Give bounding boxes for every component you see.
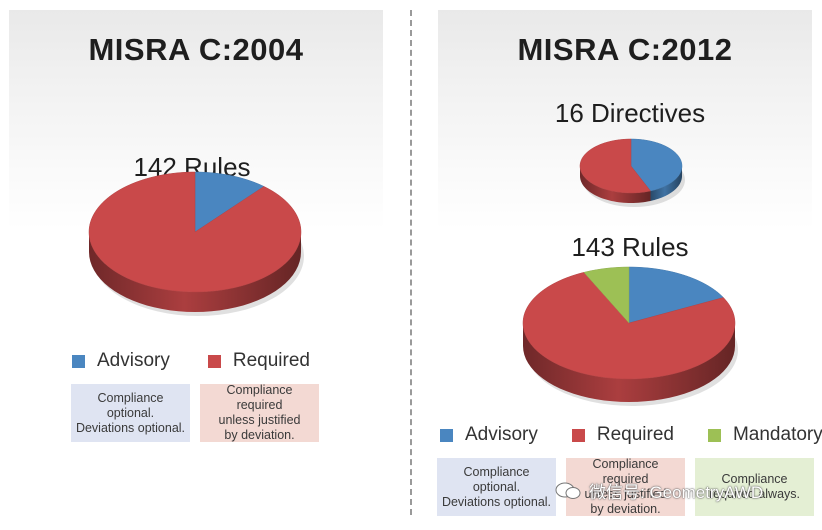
legend-label: Advisory	[465, 424, 538, 445]
note-advisory-2012: Compliance optional. Deviations optional…	[437, 458, 556, 516]
note-required-2004: Compliance required unless justified by …	[200, 383, 319, 442]
wechat-icon	[555, 482, 581, 499]
legend-swatch	[707, 428, 721, 442]
note-required-2012: Compliance required unless justified by …	[566, 457, 685, 516]
legend-item-advisory: Advisory	[72, 350, 170, 372]
legend-item-advisory: Advisory	[440, 424, 538, 446]
pie-slice-advisory	[630, 138, 683, 192]
pie-slice-advisory	[628, 266, 724, 324]
watermark-text: 微信号: GeometryAWD	[589, 483, 764, 502]
legend-item-required: Required	[571, 424, 674, 446]
pie-side-required	[580, 166, 651, 203]
legend-label: Required	[596, 424, 674, 445]
pie-side-required	[523, 323, 735, 402]
legend-item-required: Required	[207, 350, 310, 372]
legend-swatch	[440, 428, 453, 442]
misra-2004-title: MISRA C:2004	[88, 32, 304, 67]
note-advisory-2004: Compliance optional. Deviations optional…	[71, 384, 190, 442]
pie-1	[579, 138, 685, 207]
pie-side-advisory	[650, 166, 682, 201]
legend-label: Mandatory	[732, 424, 822, 445]
pie-slice-advisory	[194, 171, 265, 233]
watermark: 微信号: GeometryAWD	[555, 478, 763, 503]
pie-2	[522, 266, 738, 406]
pie-slice-mandatory	[583, 266, 630, 324]
legend-2004: Advisory Required	[72, 350, 310, 372]
pie-slice-required	[522, 272, 736, 380]
pie-0	[88, 171, 304, 316]
pie-slice-required	[88, 171, 302, 293]
pie-slice-required	[579, 138, 651, 194]
legend-label: Required	[232, 350, 310, 371]
note-mandatory-2012: Compliance required always.	[695, 458, 814, 516]
dashed-divider	[410, 10, 412, 515]
directives-2012-label: 16 Directives	[554, 98, 706, 128]
legend-swatch	[207, 354, 221, 368]
legend-2012: Advisory Required Mandatory	[440, 424, 822, 446]
misra-2012-title: MISRA C:2012	[517, 32, 733, 67]
legend-swatch	[571, 428, 585, 442]
legend-swatch	[72, 354, 85, 368]
legend-item-mandatory: Mandatory	[707, 424, 822, 446]
legend-label: Advisory	[97, 350, 170, 371]
pie-side-required	[89, 232, 301, 312]
rules-2012-label: 143 Rules	[571, 232, 689, 262]
